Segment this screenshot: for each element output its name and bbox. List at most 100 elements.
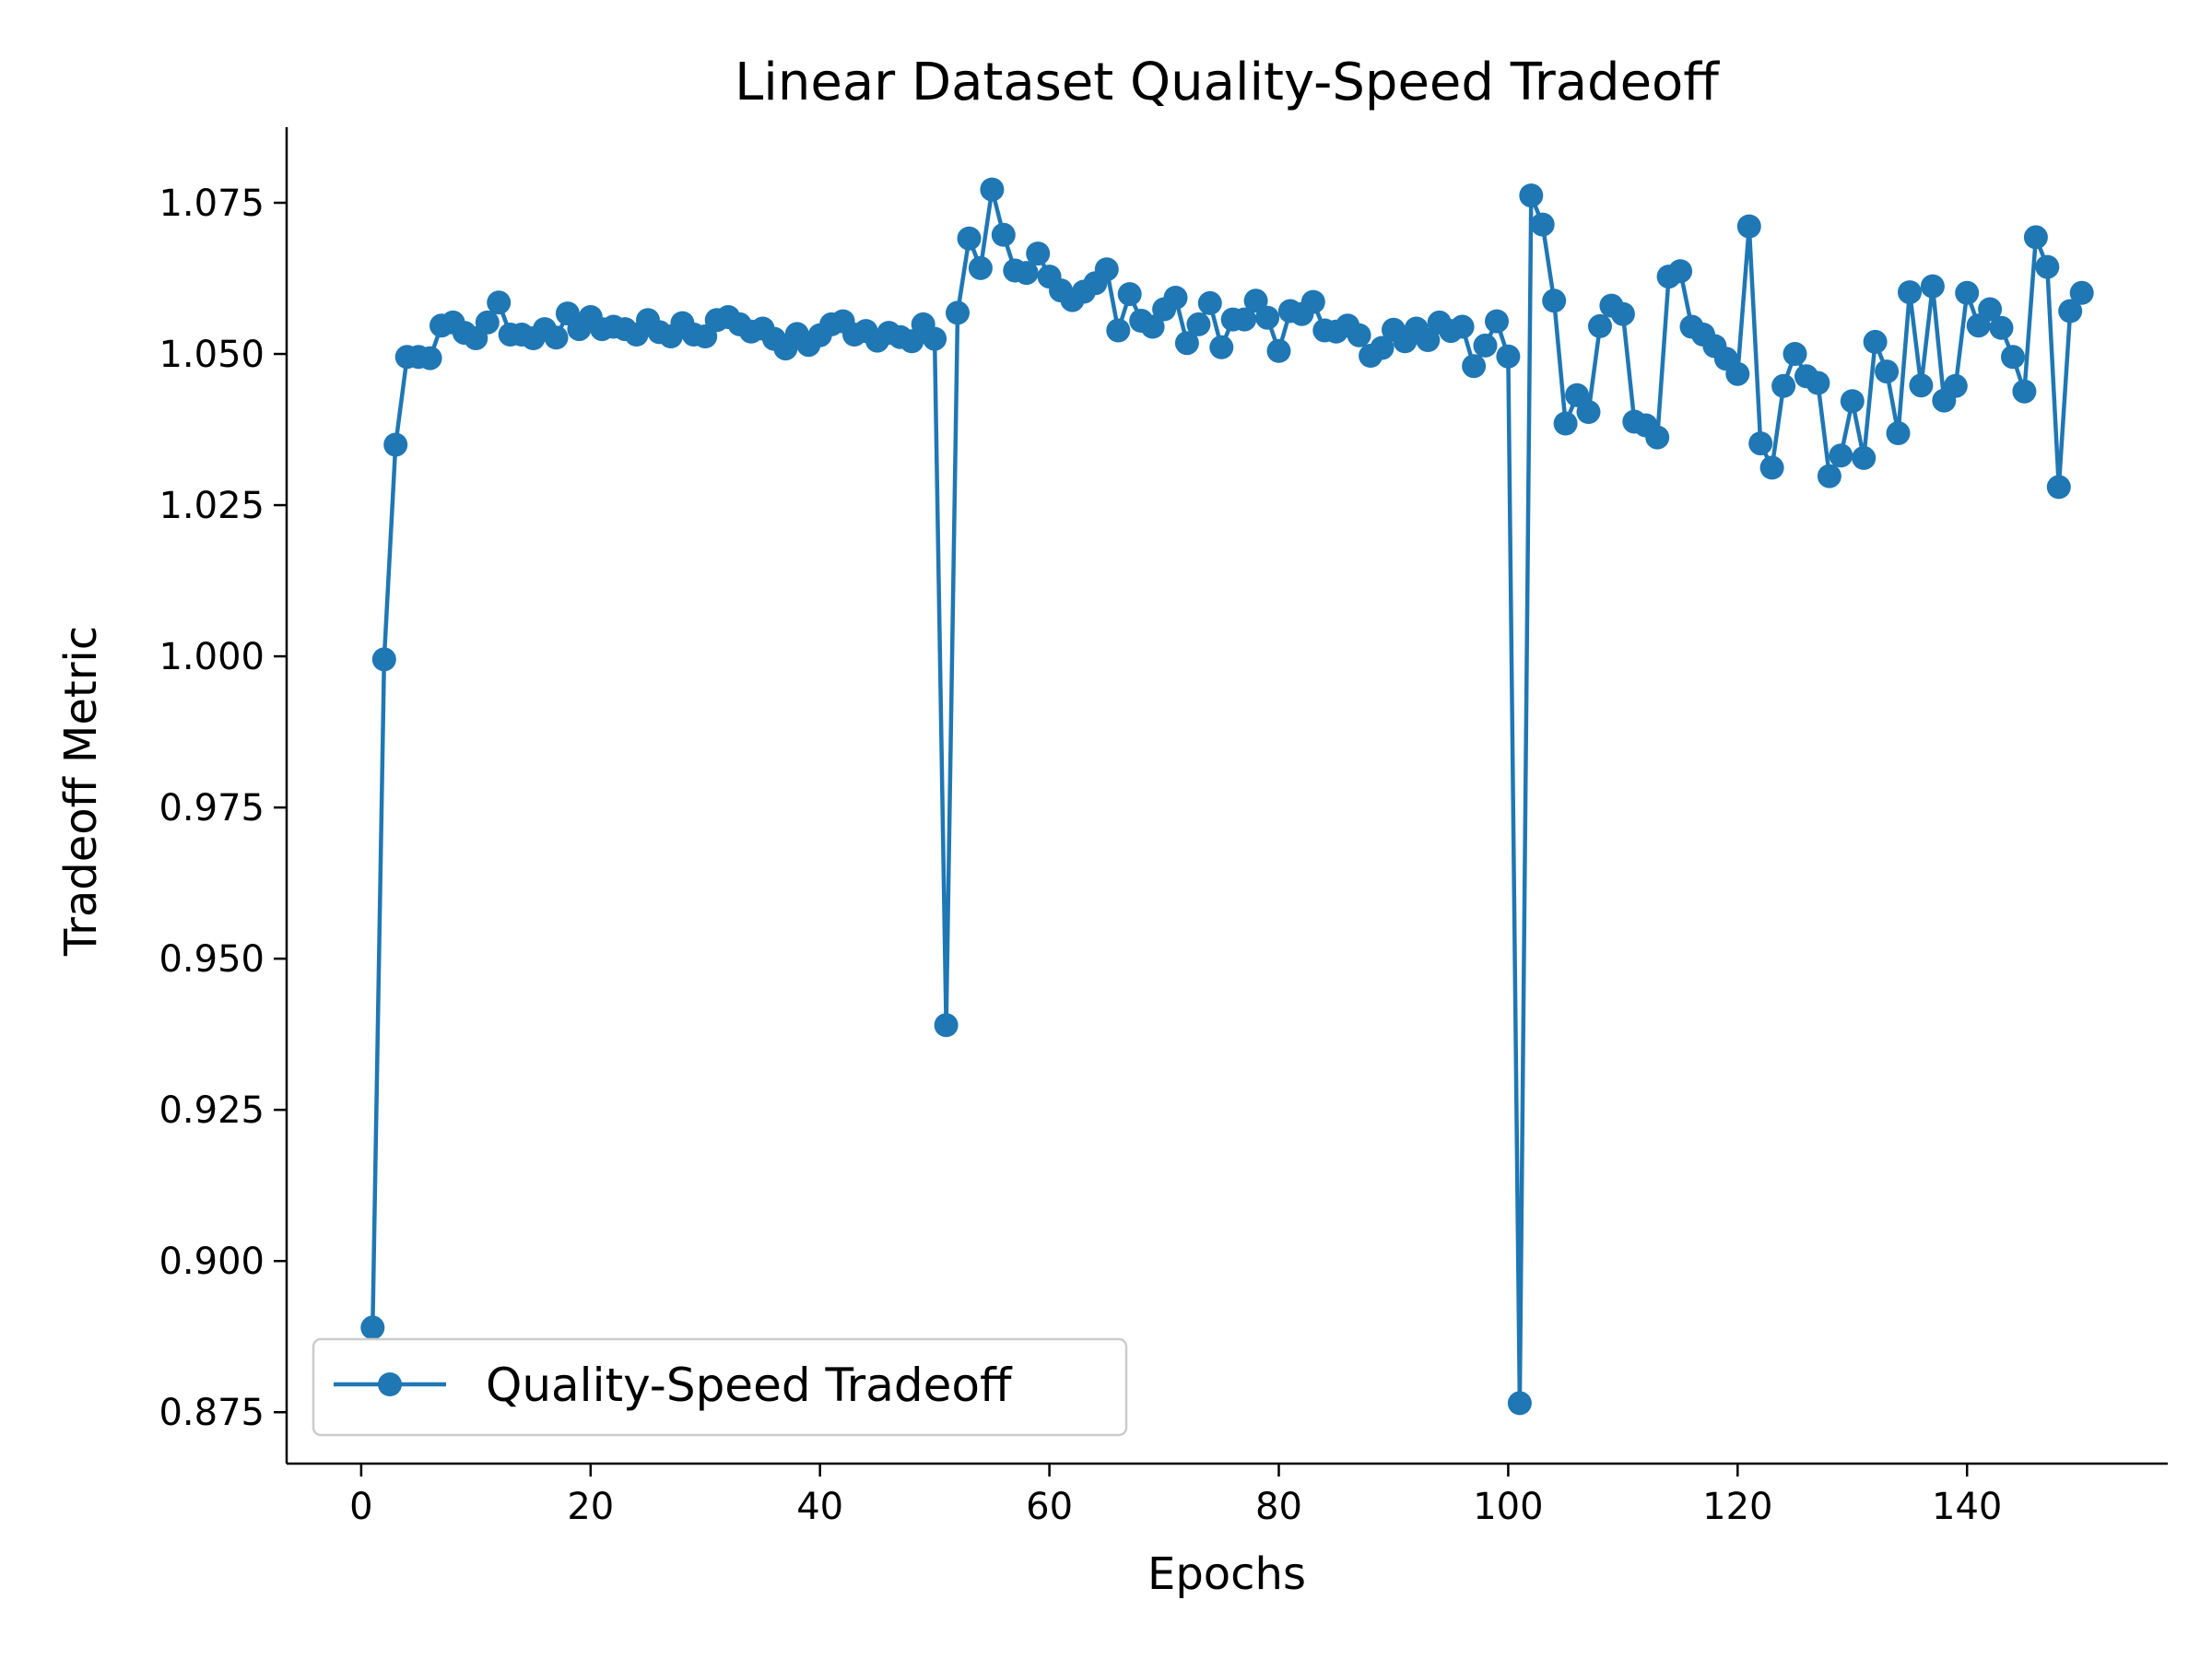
data-point xyxy=(1725,361,1750,386)
x-tick-label: 140 xyxy=(1932,1486,2002,1528)
data-point xyxy=(1530,212,1555,237)
data-point xyxy=(1243,288,1268,313)
data-point xyxy=(1507,1391,1532,1416)
data-point xyxy=(1553,411,1578,436)
data-point xyxy=(1473,333,1498,358)
data-point xyxy=(1416,328,1441,352)
data-point xyxy=(1588,313,1612,338)
data-point xyxy=(1450,314,1475,339)
x-tick-label: 40 xyxy=(796,1486,843,1528)
data-point xyxy=(1519,183,1544,208)
data-point xyxy=(383,432,408,457)
y-tick-label: 1.050 xyxy=(159,334,265,376)
x-tick-label: 0 xyxy=(349,1486,372,1528)
legend-marker-swatch xyxy=(378,1372,402,1396)
data-point xyxy=(991,222,1016,247)
data-point xyxy=(1209,335,1234,359)
y-tick-label: 0.975 xyxy=(159,787,265,830)
data-point xyxy=(1886,421,1911,445)
data-point xyxy=(1014,261,1039,286)
data-point xyxy=(980,177,1005,202)
data-point xyxy=(1863,329,1888,354)
data-point xyxy=(2069,280,2094,305)
data-point xyxy=(1955,280,1980,305)
data-point xyxy=(1852,445,1877,470)
data-point xyxy=(900,329,924,354)
data-point xyxy=(1668,259,1693,284)
data-point xyxy=(1255,305,1280,330)
data-point xyxy=(2012,379,2037,404)
data-point xyxy=(1186,312,1211,336)
legend: Quality-Speed Tradeoff xyxy=(312,1337,1128,1437)
data-point xyxy=(1106,318,1131,343)
data-point xyxy=(1576,400,1601,424)
data-point xyxy=(1909,373,1934,398)
data-point xyxy=(1485,309,1509,334)
data-point xyxy=(1783,342,1807,366)
series-line xyxy=(371,187,2084,1406)
data-point xyxy=(1748,431,1773,456)
data-point xyxy=(923,326,947,351)
data-point xyxy=(1174,331,1199,356)
legend-label: Quality-Speed Tradeoff xyxy=(486,1359,1013,1412)
data-point xyxy=(1645,425,1670,450)
data-point xyxy=(1496,344,1521,369)
x-tick-label: 80 xyxy=(1255,1486,1302,1528)
data-point xyxy=(1347,323,1371,347)
data-point xyxy=(957,226,982,251)
y-tick-label: 0.950 xyxy=(159,938,265,981)
data-point xyxy=(1817,464,1841,488)
y-tick-label: 1.000 xyxy=(159,636,265,678)
x-axis-ticks: 0 20 40 60 80 100 120 140 xyxy=(349,1464,2002,1528)
data-point xyxy=(2023,225,2048,250)
y-tick-label: 0.900 xyxy=(159,1241,265,1283)
data-point xyxy=(968,255,993,280)
data-point xyxy=(1266,338,1291,363)
data-point xyxy=(2058,299,2083,324)
data-point xyxy=(1943,373,1968,398)
data-point xyxy=(1771,373,1796,398)
data-point xyxy=(946,300,970,325)
data-point xyxy=(934,1013,959,1038)
data-point xyxy=(1759,455,1784,480)
data-point xyxy=(2001,345,2025,370)
y-tick-label: 0.875 xyxy=(159,1392,265,1434)
plot-area xyxy=(360,177,2094,1416)
data-point xyxy=(1542,288,1567,313)
data-point xyxy=(1920,274,1945,299)
x-tick-label: 120 xyxy=(1702,1486,1772,1528)
x-tick-label: 20 xyxy=(567,1486,614,1528)
data-point xyxy=(1875,359,1900,384)
data-point xyxy=(1840,389,1865,414)
x-tick-label: 60 xyxy=(1026,1486,1073,1528)
x-axis-label: Epochs xyxy=(1147,1548,1306,1600)
data-point xyxy=(1978,297,2003,322)
data-point xyxy=(1300,289,1325,314)
data-point xyxy=(1163,286,1188,310)
data-point xyxy=(371,647,396,672)
y-tick-label: 1.025 xyxy=(159,485,265,527)
data-point xyxy=(1232,307,1257,332)
y-tick-label: 0.925 xyxy=(159,1089,265,1132)
data-point xyxy=(475,310,500,335)
data-point xyxy=(1829,443,1853,468)
data-point xyxy=(1736,214,1761,239)
chart-title: Linear Dataset Quality-Speed Tradeoff xyxy=(735,53,1720,112)
data-point xyxy=(487,290,512,315)
data-point xyxy=(1094,257,1119,282)
legend-box xyxy=(312,1337,1128,1437)
y-axis-label: Tradeoff Metric xyxy=(55,626,107,957)
data-point xyxy=(1806,371,1830,395)
data-point xyxy=(1898,280,1922,305)
axes xyxy=(285,127,2168,1465)
data-point xyxy=(1370,335,1394,360)
x-tick-label: 100 xyxy=(1473,1486,1543,1528)
data-point xyxy=(2046,475,2071,500)
data-point xyxy=(1197,290,1222,315)
y-tick-label: 1.075 xyxy=(159,182,265,225)
data-point xyxy=(1565,382,1590,407)
data-point xyxy=(2035,254,2060,279)
data-point xyxy=(360,1315,385,1340)
y-axis-ticks: 0.875 0.900 0.925 0.950 0.975 1.000 1.025 1.050… xyxy=(159,182,287,1434)
